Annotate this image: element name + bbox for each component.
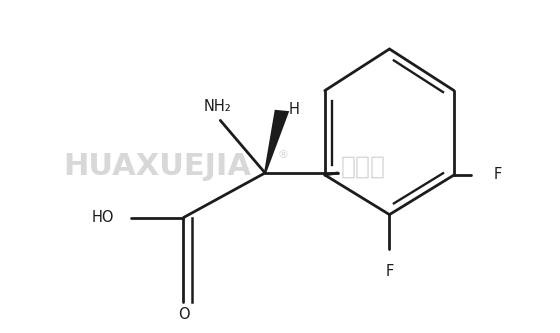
Text: HUAXUEJIA: HUAXUEJIA <box>63 152 251 181</box>
Text: HO: HO <box>91 210 114 225</box>
Text: O: O <box>178 307 189 322</box>
Text: 化学加: 化学加 <box>341 155 386 178</box>
Text: H: H <box>288 102 300 117</box>
Polygon shape <box>264 110 289 173</box>
Text: NH₂: NH₂ <box>204 99 231 114</box>
Text: F: F <box>493 167 502 182</box>
Text: ®: ® <box>277 150 288 160</box>
Text: F: F <box>385 264 394 279</box>
